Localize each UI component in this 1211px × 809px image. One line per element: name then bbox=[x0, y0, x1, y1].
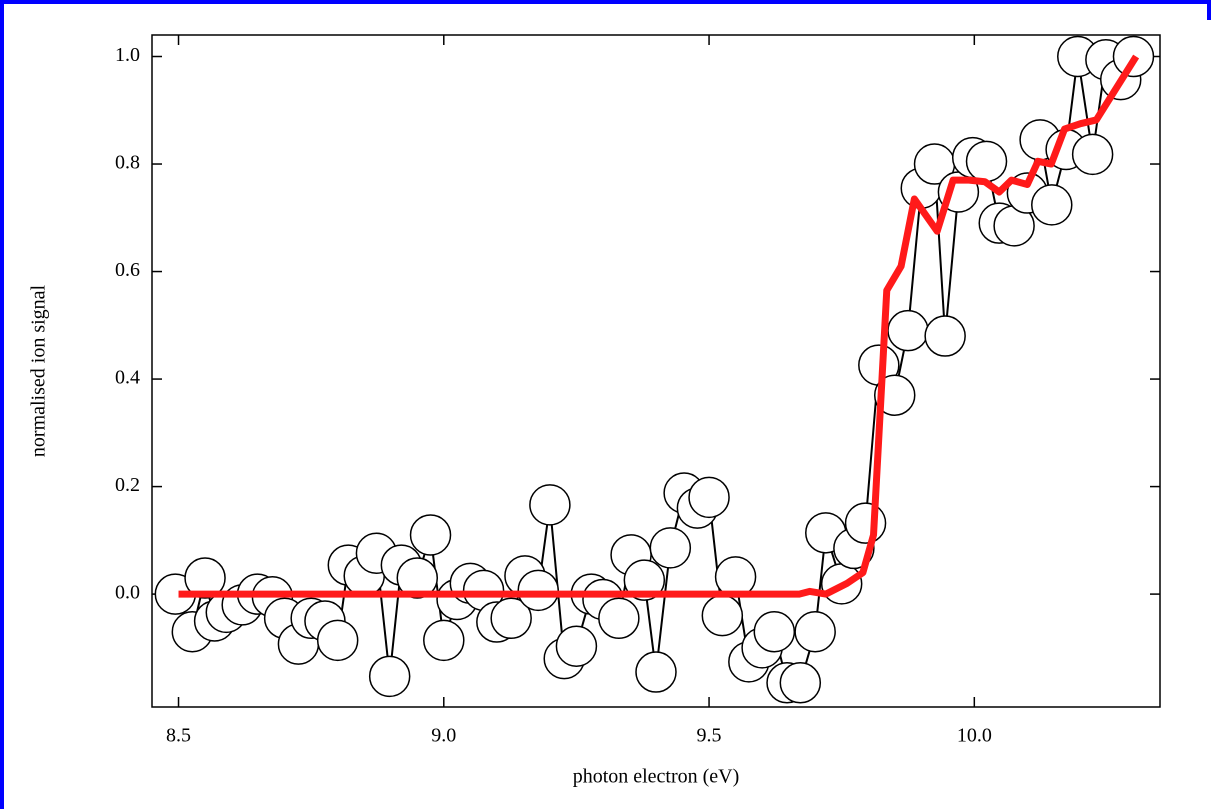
y-tick-label: 0.2 bbox=[115, 474, 140, 496]
y-tick-label: 0.8 bbox=[115, 152, 140, 174]
data-point bbox=[423, 619, 465, 662]
x-tick-label: 10.0 bbox=[957, 725, 992, 747]
data-point bbox=[368, 655, 411, 698]
data-point bbox=[184, 557, 226, 599]
data-point bbox=[887, 309, 929, 352]
y-tick-label: 0.6 bbox=[115, 259, 140, 281]
data-point bbox=[1071, 133, 1114, 176]
fit-line bbox=[178, 54, 1140, 598]
data-point bbox=[924, 315, 966, 357]
data-point bbox=[555, 625, 598, 668]
y-axis-label: normalised ion signal bbox=[28, 284, 50, 457]
data-point bbox=[794, 610, 836, 653]
x-tick-label: 8.5 bbox=[166, 725, 191, 747]
data-point bbox=[623, 559, 666, 601]
x-axis-label: photon electron (eV) bbox=[573, 766, 740, 788]
data-point bbox=[409, 514, 452, 556]
x-tick-label: 9.0 bbox=[431, 725, 456, 747]
data-point bbox=[753, 610, 796, 653]
data-point bbox=[844, 502, 887, 544]
y-tick-label: 0.0 bbox=[115, 582, 140, 604]
data-point bbox=[529, 484, 571, 526]
data-point bbox=[635, 651, 677, 693]
data-point bbox=[490, 597, 532, 640]
plot-frame bbox=[151, 34, 1161, 708]
x-tick-label: 9.5 bbox=[697, 725, 722, 747]
data-point bbox=[779, 662, 822, 704]
y-tick-label: 0.4 bbox=[115, 367, 140, 389]
data-point bbox=[701, 594, 744, 637]
data-point bbox=[316, 619, 359, 662]
data-point bbox=[688, 476, 730, 519]
y-tick-label: 1.0 bbox=[115, 44, 140, 66]
data-point bbox=[965, 140, 1008, 183]
data-point bbox=[1031, 184, 1073, 226]
data-point bbox=[598, 597, 640, 640]
data-point bbox=[517, 569, 559, 612]
data-point bbox=[396, 557, 439, 599]
data-point bbox=[649, 527, 692, 569]
